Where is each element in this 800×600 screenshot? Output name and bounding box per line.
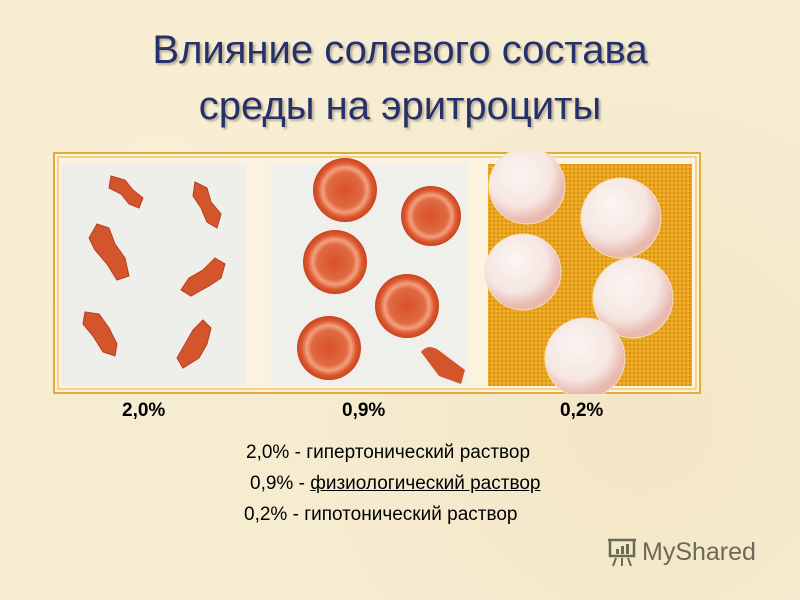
label-hypotonic: 0,2% xyxy=(560,400,604,421)
watermark-text: MyShared xyxy=(642,537,756,566)
normal-erythrocytes xyxy=(297,158,465,384)
legend-sep: - xyxy=(293,473,311,494)
crenated-cells xyxy=(82,175,226,369)
label-hypertonic: 2,0% xyxy=(122,400,166,421)
legend-line-hypertonic: 2,0% - гипертонический раствор xyxy=(246,442,530,464)
legend-pct: 0,9% xyxy=(250,473,294,494)
watermark-logo: MyShared xyxy=(606,536,756,568)
slide-title-line2: среды на эритроциты xyxy=(198,84,602,128)
legend-pct: 0,2% xyxy=(244,504,288,525)
legend-text: гипертонический раствор xyxy=(306,442,531,463)
legend-line-hypotonic: 0,2% - гипотонический раствор xyxy=(244,504,517,526)
label-isotonic: 0,9% xyxy=(342,400,386,421)
slide-title-line1: Влияние солевого состава xyxy=(152,28,648,72)
erythrocytes-illustration xyxy=(53,152,701,394)
legend-text: физиологический раствор xyxy=(310,473,541,494)
legend-line-isotonic: 0,9% - физиологический раствор xyxy=(250,473,540,495)
legend-text: гипотонический раствор xyxy=(304,504,518,525)
legend-sep: - xyxy=(287,504,305,525)
swollen-erythrocytes xyxy=(484,152,674,394)
presentation-board-icon xyxy=(608,538,636,567)
legend-pct: 2,0% xyxy=(246,442,290,463)
legend-sep: - xyxy=(289,442,307,463)
